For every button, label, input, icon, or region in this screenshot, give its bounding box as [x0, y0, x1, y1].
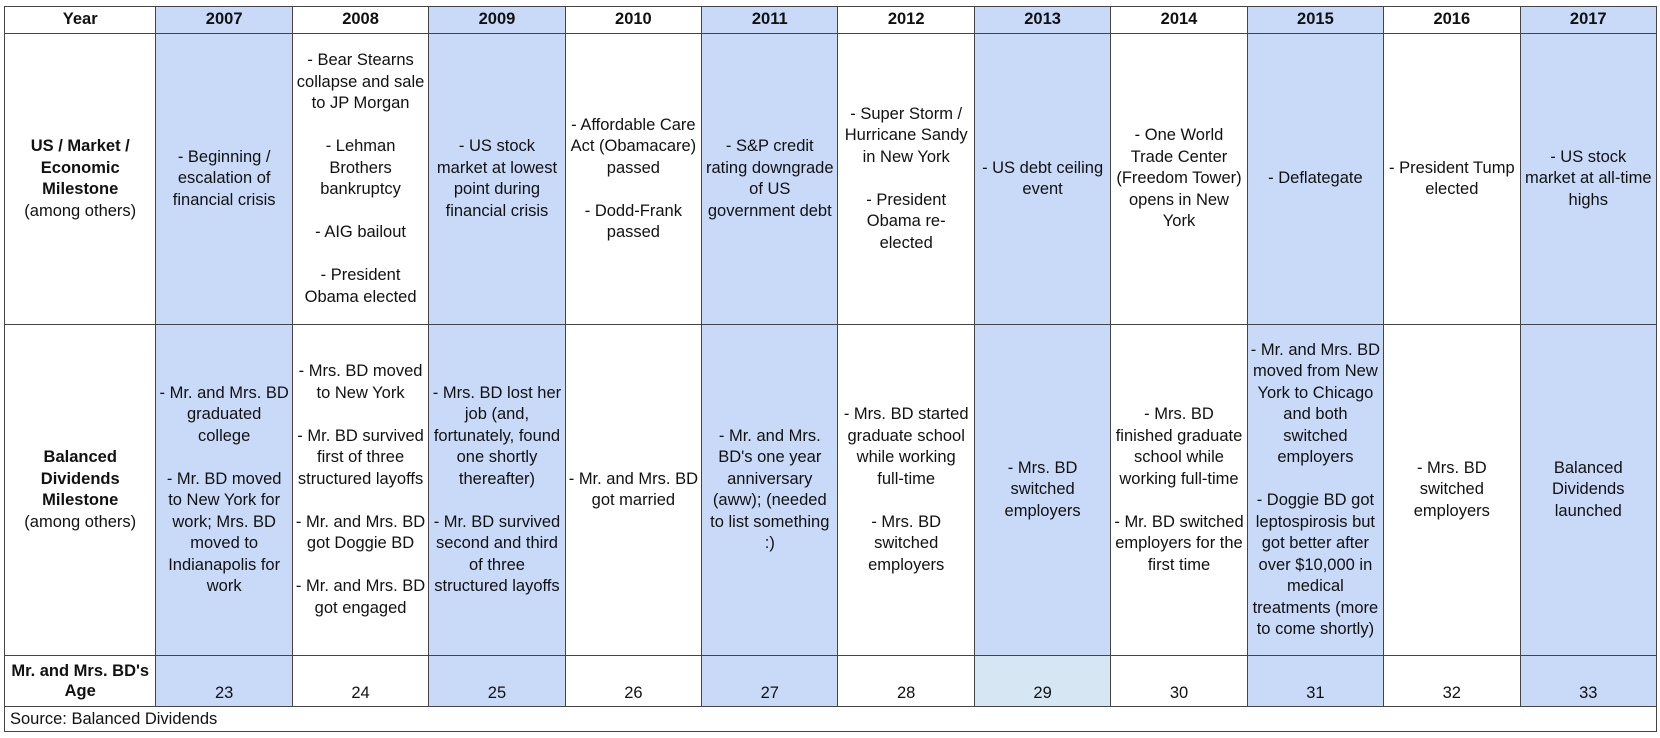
bd-event: - Mr. and Mrs. BD got married [568, 469, 699, 510]
market-milestone-label-cell: US / Market / Economic Milestone (among … [3, 33, 157, 325]
market-event: - Affordable Care Act (Obamacare) passed… [570, 115, 697, 242]
age-value: 30 [1110, 655, 1248, 707]
bd-event: - Mr. and Mrs. BD moved from New York to… [1250, 340, 1381, 639]
year-header: 2017 [1519, 6, 1658, 34]
market-event: - One World Trade Center (Freedom Tower)… [1116, 126, 1242, 231]
bd-cell: - Mrs. BD lost her job (and, fortunately… [428, 324, 566, 656]
market-cell: - US debt ceiling event [973, 33, 1112, 325]
header-row: Year 2007 2008 2009 2010 2011 2012 2013 … [3, 6, 1658, 34]
age-value: 27 [701, 655, 839, 707]
market-event: - President Tump elected [1388, 158, 1515, 199]
market-cell: - Super Storm / Hurricane Sandy in New Y… [837, 33, 975, 325]
bd-event: - Mrs. BD switched employers [1413, 458, 1490, 520]
market-cell: - President Tump elected [1383, 33, 1521, 325]
source-note: Source: Balanced Dividends [4, 707, 1657, 732]
market-cell: - One World Trade Center (Freedom Tower)… [1110, 33, 1248, 325]
bd-cell: - Mrs. BD started graduate school while … [837, 324, 975, 656]
market-milestone-sublabel: (among others) [24, 201, 137, 220]
market-cell: - S&P credit rating downgrade of US gove… [701, 33, 839, 325]
bd-event: - Mrs. BD started graduate school while … [843, 405, 969, 574]
year-header-label: Year [3, 6, 157, 34]
year-header: 2008 [291, 6, 430, 34]
year-header: 2016 [1383, 6, 1521, 34]
market-event: - US stock market at lowest point during… [436, 137, 558, 220]
market-event: - Bear Stearns collapse and sale to JP M… [296, 51, 425, 306]
age-label-cell: Mr. and Mrs. BD's Age [3, 655, 157, 707]
bd-event: - Mrs. BD finished graduate school while… [1114, 405, 1244, 574]
age-value: 23 [155, 655, 293, 707]
year-header: 2015 [1246, 6, 1385, 34]
age-label: Mr. and Mrs. BD's Age [11, 662, 150, 700]
market-cell: - Bear Stearns collapse and sale to JP M… [291, 33, 430, 325]
bd-cell: Balanced Dividends launched [1519, 324, 1658, 656]
bd-milestone-label-cell: Balanced Dividends Milestone (among othe… [3, 324, 157, 656]
bd-event: - Mr. and Mrs. BD graduated college - Mr… [159, 383, 289, 596]
bd-milestone-row: Balanced Dividends Milestone (among othe… [3, 324, 1658, 656]
age-value: 31 [1246, 655, 1385, 707]
market-milestone-label: US / Market / Economic Milestone [30, 137, 130, 198]
timeline-table: Year 2007 2008 2009 2010 2011 2012 2013 … [3, 6, 1658, 707]
market-event: - S&P credit rating downgrade of US gove… [706, 137, 834, 220]
bd-milestone-sublabel: (among others) [24, 512, 137, 531]
bd-cell: - Mrs. BD switched employers [1383, 324, 1521, 656]
bd-event: - Mrs. BD switched employers [1004, 458, 1081, 520]
bd-cell: - Mr. and Mrs. BD got married [564, 324, 703, 656]
bd-event: - Mr. and Mrs. BD's one year anniversary… [710, 426, 830, 553]
bd-cell: - Mrs. BD moved to New York - Mr. BD sur… [291, 324, 430, 656]
market-event: - US stock market at all-time highs [1524, 147, 1652, 209]
bd-cell: - Mr. and Mrs. BD graduated college - Mr… [155, 324, 293, 656]
market-cell: - US stock market at all-time highs [1519, 33, 1658, 325]
bd-cell: - Mr. and Mrs. BD moved from New York to… [1246, 324, 1385, 656]
year-header: 2011 [701, 6, 839, 34]
year-header: 2012 [837, 6, 975, 34]
age-value: 29 [973, 655, 1112, 707]
market-event: - Deflategate [1268, 169, 1363, 188]
bd-cell: - Mrs. BD switched employers [973, 324, 1112, 656]
bd-milestone-label: Balanced Dividends Milestone [40, 448, 120, 509]
market-cell: - US stock market at lowest point during… [428, 33, 566, 325]
bd-cell: - Mr. and Mrs. BD's one year anniversary… [701, 324, 839, 656]
market-event: - Super Storm / Hurricane Sandy in New Y… [844, 104, 968, 252]
market-cell: - Beginning / escalation of financial cr… [155, 33, 293, 325]
market-cell: - Affordable Care Act (Obamacare) passed… [564, 33, 703, 325]
age-value: 25 [428, 655, 566, 707]
age-value: 26 [564, 655, 703, 707]
bd-event: - Mrs. BD moved to New York - Mr. BD sur… [295, 362, 426, 617]
market-event: - Beginning / escalation of financial cr… [172, 147, 276, 209]
age-value: 33 [1519, 655, 1658, 707]
age-value: 24 [291, 655, 430, 707]
age-row: Mr. and Mrs. BD's Age 23 24 25 26 27 28 … [3, 655, 1658, 707]
year-header: 2007 [155, 6, 293, 34]
market-event: - US debt ceiling event [982, 158, 1104, 199]
year-header: 2013 [973, 6, 1112, 34]
bd-event: - Mrs. BD lost her job (and, fortunately… [432, 383, 562, 596]
bd-event: Balanced Dividends launched [1552, 458, 1625, 520]
year-header: 2014 [1110, 6, 1248, 34]
year-header: 2010 [564, 6, 703, 34]
age-value: 28 [837, 655, 975, 707]
market-cell: - Deflategate [1246, 33, 1385, 325]
bd-cell: - Mrs. BD finished graduate school while… [1110, 324, 1248, 656]
age-value: 32 [1383, 655, 1521, 707]
market-milestone-row: US / Market / Economic Milestone (among … [3, 33, 1658, 325]
year-header: 2009 [428, 6, 566, 34]
